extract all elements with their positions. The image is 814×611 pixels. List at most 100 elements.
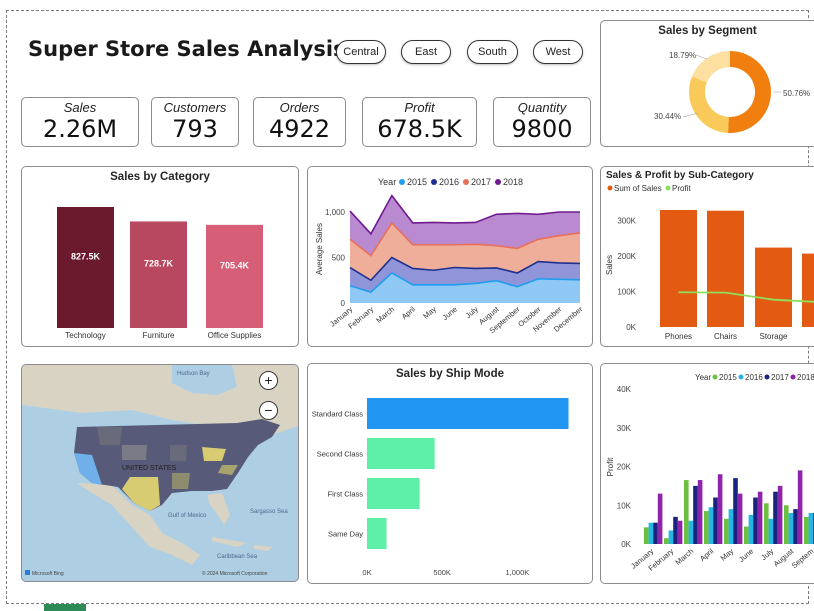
profit-bar[interactable] <box>688 520 694 544</box>
profit-bar[interactable] <box>744 526 749 544</box>
subcategory-combo-chart: Sum of Sales Profit Sales 0K 100K 200K 300K Pho… <box>605 184 814 341</box>
profit-bar[interactable] <box>733 478 738 544</box>
ship-mode-chart-card[interactable]: Sales by Ship Mode Standard Class Second … <box>307 363 593 584</box>
profit-bar[interactable] <box>777 485 783 544</box>
profit-bar[interactable] <box>773 491 778 544</box>
subcategory-chart-card[interactable]: Sales & Profit by Sub-Category Sum of Sa… <box>600 166 814 347</box>
legend-title: Year <box>378 177 396 187</box>
ship-mode-bar[interactable] <box>367 478 420 509</box>
legend-marker <box>712 374 718 380</box>
area-series[interactable] <box>350 272 580 303</box>
profit-bar[interactable] <box>753 497 758 545</box>
profit-bar[interactable] <box>757 491 763 544</box>
ship-mode-bar[interactable] <box>367 398 569 429</box>
legend-item[interactable]: Sum of Sales <box>614 184 662 193</box>
kpi-label: Profit <box>404 100 435 115</box>
y-tick-label: 20K <box>617 463 632 472</box>
y-tick-label: Standard Class <box>312 410 364 419</box>
profit-bar[interactable] <box>793 509 798 544</box>
profit-bar[interactable] <box>728 509 734 544</box>
profit-bar[interactable] <box>748 514 754 544</box>
segment-slice[interactable] <box>692 51 730 83</box>
x-tick-label: May <box>719 546 736 562</box>
y-tick-label: 1,000 <box>325 208 346 217</box>
profit-bar[interactable] <box>704 511 709 544</box>
chart-title: Sales by Ship Mode <box>396 368 504 380</box>
profit-bar[interactable] <box>677 520 683 544</box>
zoom-in-button[interactable]: + <box>259 371 278 390</box>
legend-marker <box>607 185 613 191</box>
region-button-south[interactable]: South <box>467 40 518 64</box>
profit-line[interactable] <box>678 291 814 303</box>
profit-bar[interactable] <box>653 522 658 544</box>
x-tick-label: March <box>374 305 396 325</box>
x-tick-label: 1,000K <box>505 568 529 577</box>
profit-bar[interactable] <box>804 516 809 544</box>
profit-bar[interactable] <box>713 497 718 545</box>
legend-marker <box>665 185 671 191</box>
average-sales-chart-card[interactable]: Year 2015 2016 2017 2018 Average Sales 0 500 1,0… <box>307 166 593 347</box>
y-tick-label: Same Day <box>328 530 363 539</box>
category-bar-chart: 827.5K Technology 728.7K Furniture 705.4K Off… <box>57 207 263 340</box>
region-button-east[interactable]: East <box>401 40 451 64</box>
profit-bar[interactable] <box>693 485 698 544</box>
profit-bar[interactable] <box>664 538 669 544</box>
subcategory-sales-bar[interactable] <box>755 247 792 327</box>
legend-item[interactable]: 2015 <box>719 373 737 382</box>
legend-item[interactable]: 2018 <box>503 177 523 187</box>
profit-bar[interactable] <box>788 513 794 544</box>
ship-mode-bar[interactable] <box>367 438 435 469</box>
subcategory-sales-bar[interactable] <box>660 210 697 327</box>
ship-mode-bar[interactable] <box>367 518 387 549</box>
kpi-sales: Sales 2.26M <box>21 97 139 147</box>
profit-bar[interactable] <box>668 530 674 544</box>
profit-bar[interactable] <box>657 493 663 544</box>
x-tick-label: June <box>441 305 459 322</box>
profit-bar[interactable] <box>644 527 649 544</box>
legend-item[interactable]: 2017 <box>771 373 789 382</box>
profit-bar[interactable] <box>648 522 654 544</box>
segment-slice[interactable] <box>728 51 772 133</box>
category-bar[interactable] <box>57 207 114 328</box>
legend-item[interactable]: 2018 <box>797 373 814 382</box>
area-series-line <box>349 194 580 236</box>
segment-chart-card[interactable]: Sales by Segment 50.76% 30.44% 18.79% <box>600 20 814 147</box>
profit-bar[interactable] <box>808 513 814 544</box>
legend-item[interactable]: 2016 <box>439 177 459 187</box>
profit-bar[interactable] <box>764 503 769 544</box>
profit-month-chart-card[interactable]: Year 2015 2016 2017 2018 Profit 0K 10K 20K 30K 40K… <box>600 363 814 584</box>
subcategory-sales-bar[interactable] <box>802 253 814 327</box>
profit-bar[interactable] <box>768 518 774 544</box>
profit-bar[interactable] <box>724 518 729 544</box>
area-series[interactable] <box>350 222 580 281</box>
profit-bar[interactable] <box>708 507 714 544</box>
legend-item[interactable]: 2015 <box>407 177 427 187</box>
category-bar[interactable] <box>130 221 187 328</box>
profit-bar[interactable] <box>684 480 689 544</box>
profit-bar[interactable] <box>697 480 703 544</box>
legend-marker <box>764 374 770 380</box>
profit-bar[interactable] <box>737 493 743 544</box>
legend-item[interactable]: 2017 <box>471 177 491 187</box>
region-button-central[interactable]: Central <box>336 40 386 64</box>
profit-bar[interactable] <box>797 470 803 544</box>
legend-item[interactable]: 2016 <box>745 373 763 382</box>
legend-item[interactable]: Profit <box>672 184 691 193</box>
region-button-west[interactable]: West <box>533 40 583 64</box>
chart-title: Sales by Category <box>110 171 210 183</box>
map-label: Hudson Bay <box>177 371 210 377</box>
profit-bar[interactable] <box>673 516 678 544</box>
zoom-out-button[interactable]: − <box>259 401 278 420</box>
category-bar[interactable] <box>206 224 263 328</box>
y-tick-label: 10K <box>617 501 632 510</box>
area-series[interactable] <box>350 195 580 256</box>
segment-slice[interactable] <box>689 76 729 133</box>
sales-map-card[interactable]: Hudson Bay UNITED STATES Gulf of Mexico … <box>21 364 299 582</box>
profit-bar[interactable] <box>784 505 789 544</box>
profit-bar[interactable] <box>717 474 723 544</box>
subcategory-sales-bar[interactable] <box>707 210 744 327</box>
kpi-label: Quantity <box>517 100 567 115</box>
map-label: Sargasso Sea <box>250 509 288 515</box>
us-sales-map[interactable]: Hudson Bay UNITED STATES Gulf of Mexico … <box>22 365 299 582</box>
category-chart-card[interactable]: Sales by Category 827.5K Technology 728.7K… <box>21 166 299 347</box>
